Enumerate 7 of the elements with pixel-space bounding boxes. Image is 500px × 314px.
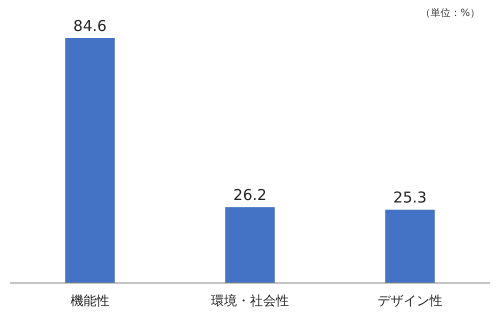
x-tick-label: 機能性 — [70, 294, 110, 309]
data-label: 25.3 — [393, 188, 427, 207]
text: （単位：%） — [420, 7, 480, 19]
x-tick-label: 環境・社会性 — [211, 293, 289, 309]
data-label: 26.2 — [233, 186, 267, 204]
data-label: 84.6 — [73, 17, 107, 35]
x-tick-label: デザイン性 — [378, 294, 442, 309]
